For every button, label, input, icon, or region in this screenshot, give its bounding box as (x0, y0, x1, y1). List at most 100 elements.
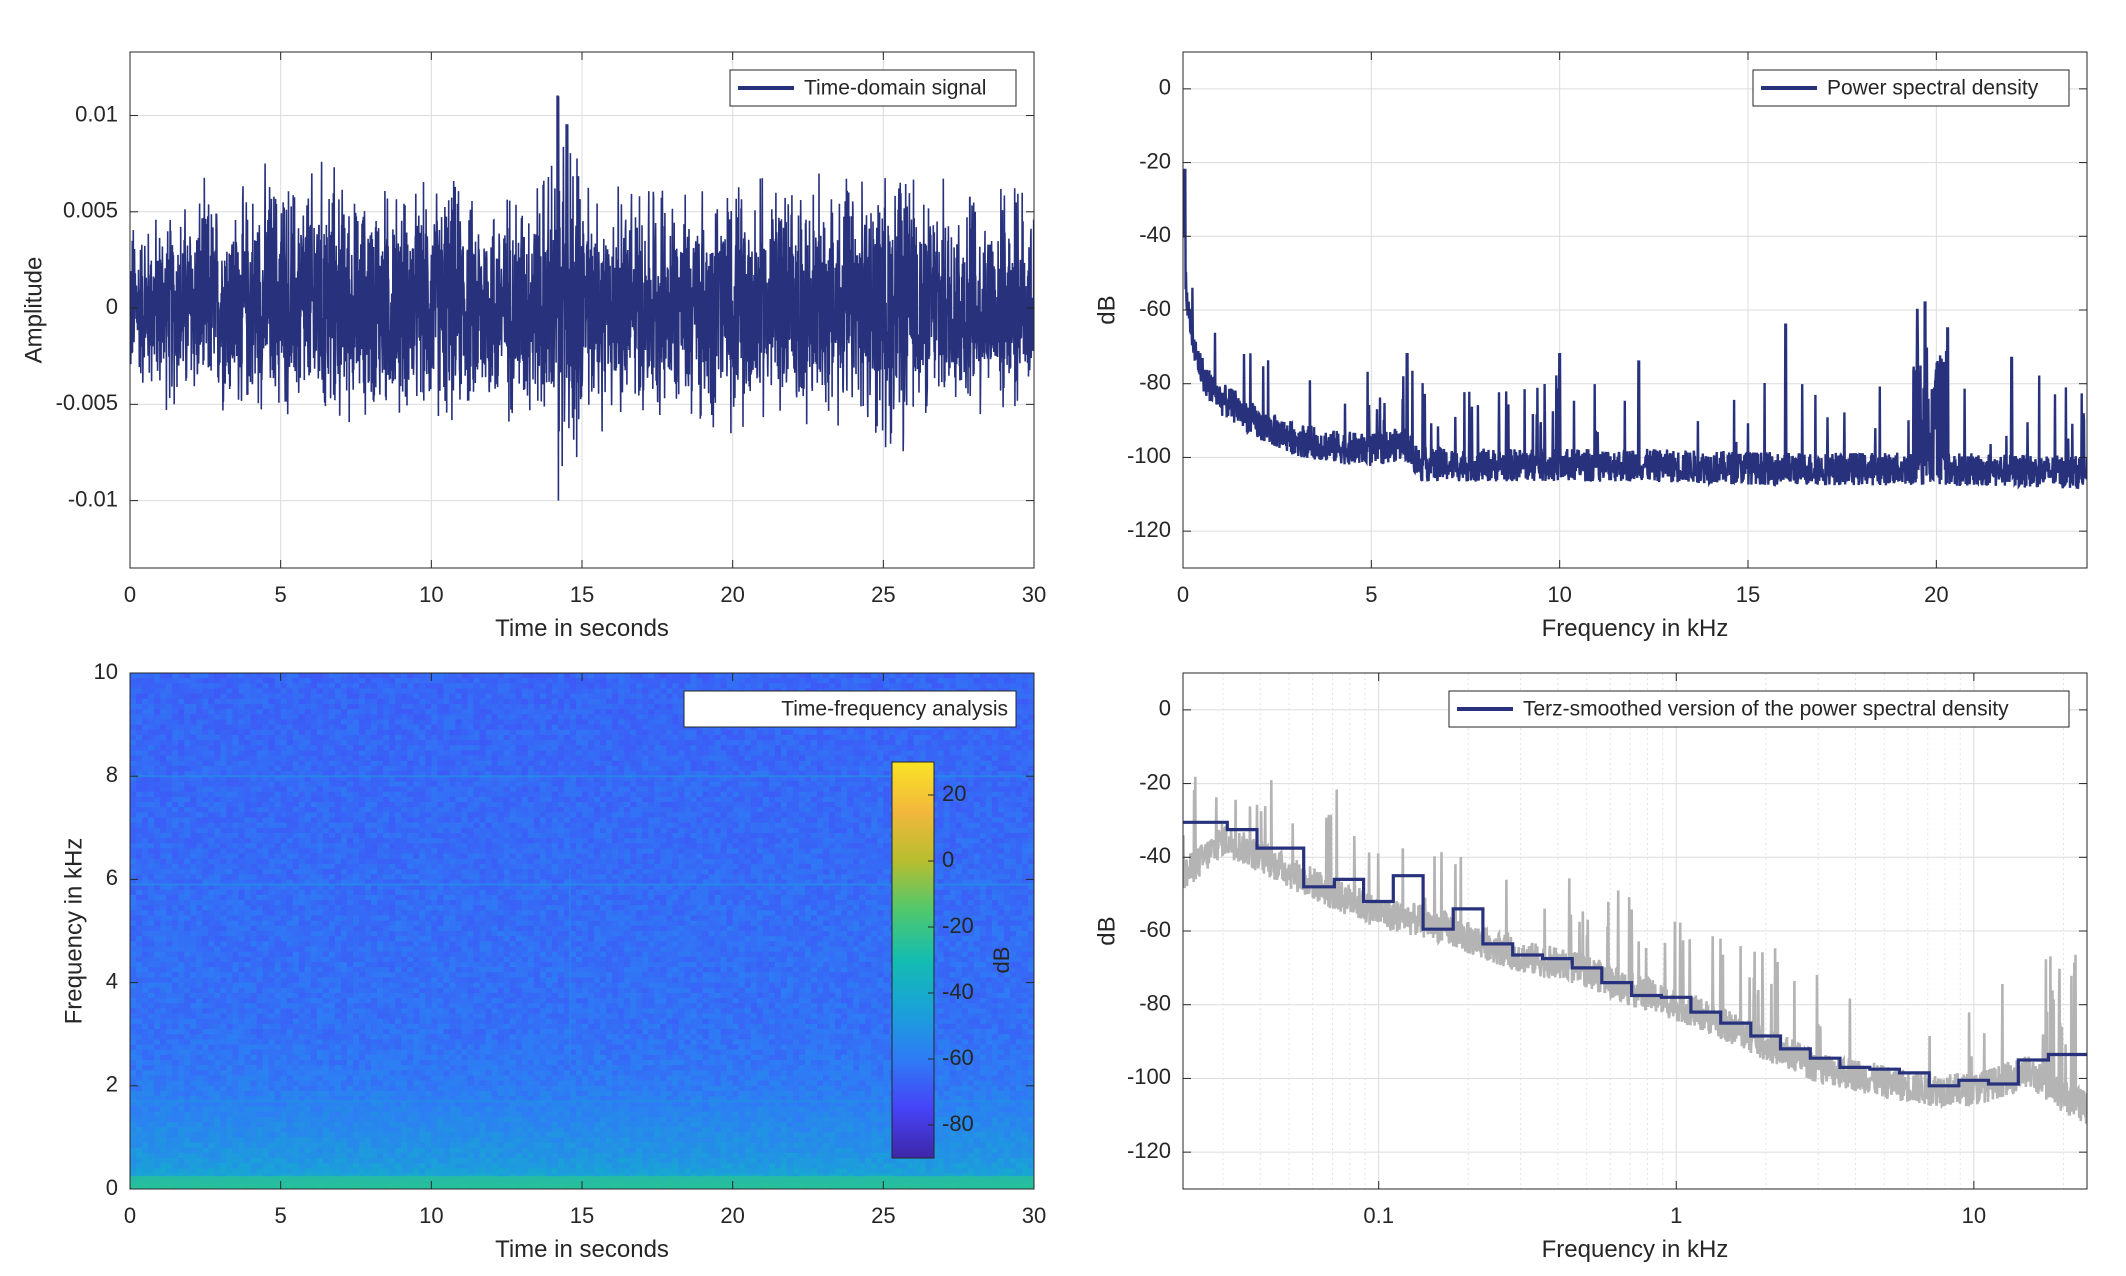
spectrogram-cell (841, 791, 848, 798)
spectrogram-cell (154, 760, 161, 767)
spectrogram-cell (600, 683, 607, 690)
spectrogram-cell (853, 822, 860, 829)
spectrogram-cell (166, 698, 173, 705)
spectrogram-cell (371, 719, 378, 726)
spectrogram-cell (1015, 765, 1023, 772)
spectrogram-cell (829, 807, 836, 813)
spectrogram-cell (491, 791, 499, 798)
spectrogram-cell (569, 807, 577, 813)
spectrogram-cell (672, 781, 680, 788)
spectrogram-cell (786, 812, 794, 819)
spectrogram-cell (780, 683, 788, 690)
spectrogram-cell (847, 781, 854, 788)
spectrogram-cell (563, 802, 571, 808)
spectrogram-cell (220, 838, 228, 844)
spectrogram-cell (413, 812, 420, 819)
spectrogram-cell (714, 755, 722, 762)
spectrogram-cell (340, 765, 348, 772)
spectrogram-cell (551, 724, 559, 731)
spectrogram-cell (220, 776, 228, 782)
spectrogram-cell (196, 771, 203, 777)
spectrogram-cell (443, 776, 451, 782)
spectrogram-cell (925, 673, 933, 679)
spectrogram-cell (286, 817, 294, 824)
spectrogram-cell (178, 760, 185, 767)
spectrogram-cell (780, 765, 788, 772)
spectrogram-cell (943, 740, 951, 746)
spectrogram-cell (702, 822, 710, 829)
spectrogram-cell (720, 765, 728, 772)
spectrogram-cell (154, 719, 161, 726)
spectrogram-cell (172, 765, 179, 772)
spectrogram-cell (473, 673, 481, 679)
spectrogram-cell (557, 817, 565, 824)
spectrogram-cell (1027, 745, 1034, 751)
spectrogram-cell (365, 832, 372, 839)
spectrogram-cell (600, 781, 607, 788)
spectrogram-cell (865, 807, 872, 813)
spectrogram-cell (461, 760, 469, 767)
spectrogram-cell (226, 750, 234, 757)
spectrogram-cell (268, 796, 276, 803)
spectrogram-cell (142, 745, 149, 751)
spectrogram-cell (527, 740, 535, 746)
spectrogram-cell (509, 678, 517, 684)
spectrogram-cell (172, 817, 179, 824)
spectrogram-cell (624, 755, 631, 762)
spectrogram-cell (238, 750, 246, 757)
spectrogram-cell (238, 791, 246, 798)
spectrogram-cell (491, 781, 499, 788)
spectrogram-cell (545, 719, 553, 726)
spectrogram-cell (214, 745, 221, 751)
spectrogram-cell (853, 786, 860, 793)
spectrogram-cell (539, 796, 547, 803)
spectrogram-cell (949, 827, 957, 834)
spectrogram-cell (997, 729, 1005, 736)
spectrogram-cell (997, 802, 1005, 808)
spectrogram-cell (768, 734, 776, 741)
spectrogram-cell (569, 693, 577, 700)
spectrogram-cell (612, 703, 619, 710)
spectrogram-cell (955, 734, 963, 741)
spectrogram-cell (359, 776, 366, 782)
spectrogram-cell (280, 755, 288, 762)
spectrogram-cell (642, 673, 649, 679)
spectrogram-cell (527, 755, 535, 762)
spectrogram-cell (443, 838, 451, 844)
spectrogram-cell (792, 781, 800, 788)
spectrogram-cell (262, 734, 270, 741)
spectrogram-cell (340, 683, 348, 690)
spectrogram-cell (497, 786, 505, 793)
spectrogram-cell (696, 786, 704, 793)
spectrogram-cell (130, 729, 137, 736)
spectrogram-cell (443, 771, 451, 777)
spectrogram-cell (563, 724, 571, 731)
spectrogram-cell (865, 740, 872, 746)
spectrogram-cell (485, 817, 493, 824)
spectrogram-cell (340, 724, 348, 731)
spectrogram-cell (642, 719, 649, 726)
spectrogram-cell (804, 745, 812, 751)
spectrogram-cell (780, 755, 788, 762)
spectrogram-cell (792, 832, 800, 839)
spectrogram-cell (762, 734, 770, 741)
spectrogram-cell (238, 714, 246, 721)
spectrogram-cell (190, 755, 197, 762)
spectrogram-cell (322, 807, 330, 813)
spectrogram-cell (985, 827, 993, 834)
spectrogram-cell (160, 817, 167, 824)
spectrogram-cell (136, 765, 143, 772)
y-tick-label: -20 (1139, 148, 1171, 173)
spectrogram-cell (588, 698, 595, 705)
y-tick-label: -120 (1127, 517, 1171, 542)
spectrogram-cell (346, 812, 354, 819)
spectrogram-cell (262, 724, 270, 731)
spectrogram-cell (365, 688, 372, 695)
spectrogram-cell (226, 724, 234, 731)
spectrogram-cell (485, 719, 493, 726)
spectrogram-cell (1027, 693, 1034, 700)
spectrogram-cell (756, 745, 764, 751)
spectrogram-cell (449, 796, 457, 803)
x-tick-label: 15 (570, 582, 594, 607)
spectrogram-cell (371, 729, 378, 736)
